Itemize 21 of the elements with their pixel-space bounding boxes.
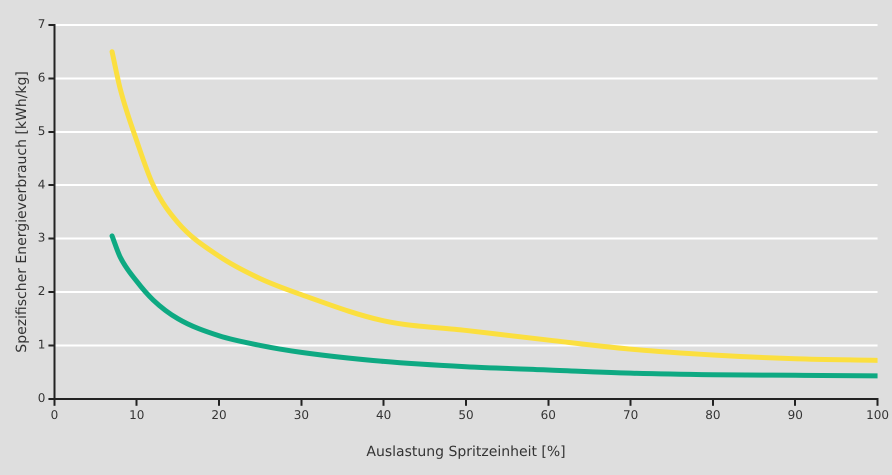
x-tick-label: 100 <box>866 408 889 422</box>
x-tick-label: 10 <box>129 408 144 422</box>
x-tick-label: 60 <box>540 408 556 422</box>
y-tick-label: 3 <box>38 230 46 245</box>
x-tick-label: 40 <box>376 408 392 422</box>
x-tick-label: 50 <box>458 408 474 422</box>
y-tick-label: 4 <box>38 177 46 192</box>
y-tick-label: 2 <box>38 284 46 298</box>
x-tick-label: 0 <box>50 408 58 422</box>
x-tick-label: 30 <box>294 408 310 422</box>
x-axis-title: Auslastung Spritzeinheit [%] <box>366 444 566 460</box>
y-tick-label: 7 <box>38 17 46 32</box>
y-tick-label: 5 <box>38 124 46 138</box>
y-tick-label: 1 <box>38 338 46 352</box>
y-tick-label: 0 <box>38 390 46 405</box>
x-tick-label: 20 <box>211 408 227 422</box>
y-axis-title: Spezifischer Energieverbrauch [kWh/kg] <box>14 71 30 353</box>
y-tick-label: 6 <box>38 70 46 85</box>
x-tick-label: 80 <box>705 408 721 422</box>
x-tick-label: 70 <box>622 408 638 422</box>
x-tick-label: 90 <box>788 408 803 422</box>
